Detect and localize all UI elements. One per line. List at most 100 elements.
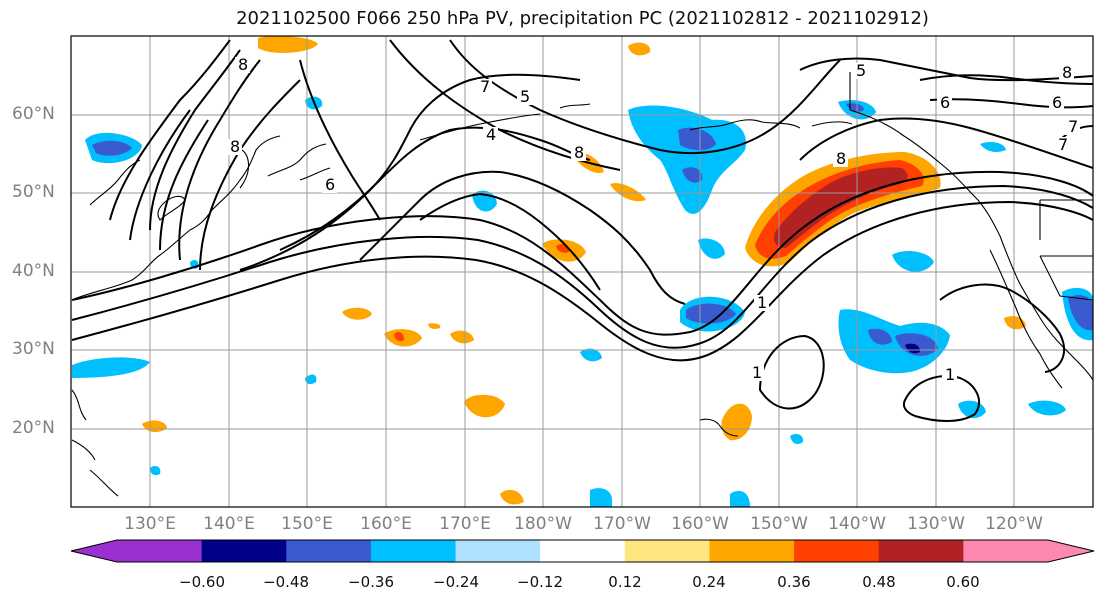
lon-tick: 170°W: [593, 514, 651, 534]
contour-label: 1: [757, 293, 767, 312]
map-frame: [70, 35, 1094, 508]
colorbar-segment: [624, 540, 710, 562]
contour-label-bg: [322, 177, 337, 193]
contour-label-bg: [937, 95, 952, 111]
precip-blob: [628, 105, 746, 214]
precip-blob: [628, 42, 651, 56]
precip-blob: [678, 127, 716, 151]
precip-blob: [698, 238, 725, 259]
colorbar-tick-label: 0.48: [862, 573, 896, 591]
contour-label-bg: [227, 139, 242, 155]
colorbar: [70, 539, 1095, 563]
lat-tick: 30°N: [12, 339, 55, 359]
contour-label: 4: [486, 125, 496, 144]
contour-label: 8: [1062, 63, 1072, 82]
precip-blob: [580, 348, 602, 362]
precip-blob: [394, 332, 404, 342]
precip-blob: [682, 167, 703, 183]
precip-blob: [905, 343, 920, 354]
contour-label: 6: [1052, 93, 1062, 112]
colorbar-min-extension: [71, 540, 117, 562]
contour-label-bg: [1059, 65, 1074, 81]
colorbar-tick-label: −0.48: [263, 573, 309, 591]
lat-tick: 40°N: [12, 261, 55, 281]
precip-blob: [610, 183, 646, 202]
map-title: 2021102500 F066 250 hPa PV, precipitatio…: [236, 8, 929, 29]
precip-blob: [774, 167, 908, 248]
precip-blob: [450, 330, 474, 344]
precip-blob: [721, 403, 752, 441]
contour-label: 7: [1068, 117, 1078, 136]
colorbar-tick-label: 0.24: [692, 573, 726, 591]
precip-blob: [342, 307, 372, 320]
precip-blob: [1028, 400, 1066, 416]
precip-blob: [1068, 295, 1093, 331]
coastlines: [71, 72, 1093, 497]
precip-blob: [92, 140, 132, 156]
precip-blob: [305, 374, 317, 385]
contour-label-bg: [477, 79, 492, 95]
contour-label: 1: [752, 363, 762, 382]
lon-tick: 140°W: [828, 514, 886, 534]
contour-label-bg: [571, 145, 586, 161]
precip-blob: [730, 490, 750, 507]
colorbar-tick-label: 0.12: [608, 573, 642, 591]
contour-label-bg: [1055, 137, 1070, 153]
colorbar-segment: [963, 540, 1049, 562]
colorbar-segment: [878, 540, 964, 562]
contour-label: 7: [480, 77, 490, 96]
precip-blob: [892, 250, 934, 272]
lat-tick: 50°N: [12, 182, 55, 202]
contour-label: 8: [238, 55, 248, 74]
lon-tick: 180°W: [514, 514, 572, 534]
contour-label: 1: [945, 365, 955, 384]
pv-contours: [71, 39, 1093, 422]
contour-label: 8: [836, 149, 846, 168]
lon-tick: 130°E: [124, 514, 176, 534]
colorbar-segment: [794, 540, 880, 562]
contour-label-bg: [853, 63, 868, 79]
colorbar-tick-label: 0.36: [777, 573, 811, 591]
lon-tick: 160°E: [360, 514, 412, 534]
colorbar-segment: [370, 540, 457, 562]
colorbar-segment: [117, 540, 203, 562]
precip-blob: [464, 394, 505, 418]
precip-blob: [838, 309, 950, 374]
contour-label-bg: [833, 151, 848, 167]
precip-blob: [868, 328, 892, 345]
colorbar-segment: [455, 540, 541, 562]
contour-label: 5: [520, 87, 530, 106]
contour-label-bg: [517, 89, 532, 105]
colorbar-outline: [70, 539, 1095, 563]
precip-blob: [72, 357, 150, 378]
precip-blob: [428, 323, 441, 329]
contour-label: 6: [940, 93, 950, 112]
contour-label-bg: [749, 365, 764, 381]
contour-label: 8: [574, 143, 584, 162]
colorbar-segment: [286, 540, 372, 562]
precip-blob: [258, 36, 318, 53]
colorbar-tick-label: −0.60: [179, 573, 225, 591]
contour-label: 7: [1058, 135, 1068, 154]
precip-blob: [150, 466, 161, 476]
contour-label-bg: [754, 295, 769, 311]
lat-tick: 60°N: [12, 104, 55, 124]
lon-tick: 170°E: [439, 514, 491, 534]
precip-blob: [590, 488, 612, 507]
lon-tick: 120°W: [985, 514, 1043, 534]
colorbar-segment: [709, 540, 795, 562]
contour-label: 8: [230, 137, 240, 156]
lon-tick: 140°E: [203, 514, 255, 534]
contour-label-bg: [1065, 119, 1080, 135]
colorbar-tick-label: −0.24: [433, 573, 479, 591]
colorbar-tick-label: −0.36: [348, 573, 394, 591]
contour-label-bg: [942, 367, 957, 383]
precip-blob: [790, 434, 804, 444]
colorbar-max-extension: [1048, 540, 1094, 562]
lon-tick: 130°W: [907, 514, 965, 534]
contour-label-bg: [235, 57, 250, 73]
precip-blob: [500, 489, 524, 505]
precip-blob: [980, 142, 1006, 152]
